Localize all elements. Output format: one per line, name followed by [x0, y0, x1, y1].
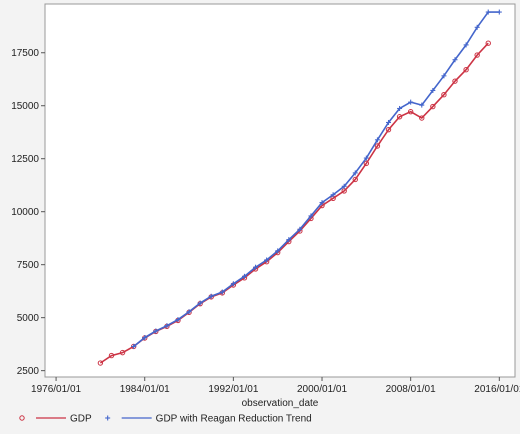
- data-point: [430, 103, 436, 110]
- y-tick-label: 7500: [17, 260, 40, 271]
- series-layer: [97, 9, 502, 366]
- x-tick-label: 2000/01/01: [297, 384, 347, 395]
- legend-marker: [19, 415, 25, 421]
- data-point: [385, 126, 392, 133]
- y-tick-label: 15000: [11, 101, 39, 112]
- data-point: [297, 226, 303, 232]
- y-tick-label: 2500: [17, 366, 40, 377]
- series-reagan-trend: [131, 9, 502, 349]
- data-point: [419, 102, 425, 108]
- y-tick-label: 10000: [11, 207, 39, 218]
- y-tick-label: 5000: [17, 313, 40, 324]
- data-point: [419, 115, 425, 121]
- data-point: [396, 114, 403, 120]
- data-point: [308, 213, 314, 219]
- data-point: [119, 349, 126, 356]
- data-point: [397, 105, 403, 111]
- data-point: [286, 237, 292, 243]
- data-point: [97, 360, 104, 366]
- data-point: [219, 289, 225, 295]
- data-point: [142, 335, 148, 341]
- legend-marker: [105, 415, 111, 421]
- x-tick-label: 2016/01/01: [474, 384, 520, 395]
- data-point: [463, 42, 469, 48]
- legend: GDP GDP with Reagan Reduction Trend: [19, 414, 312, 425]
- data-point: [341, 183, 347, 189]
- data-point: [496, 9, 502, 15]
- data-point: [363, 155, 369, 161]
- data-point: [186, 309, 192, 315]
- data-point: [386, 119, 392, 125]
- y-tick-label: 17500: [11, 48, 39, 59]
- data-point: [485, 40, 491, 46]
- data-point: [408, 99, 414, 105]
- plot-area: [44, 3, 516, 378]
- y-tick-label: 12500: [11, 154, 39, 165]
- x-tick-label: 1992/01/01: [208, 384, 258, 395]
- data-point: [264, 257, 270, 263]
- data-point: [374, 143, 381, 149]
- data-point: [452, 57, 458, 63]
- data-point: [131, 343, 137, 349]
- data-point: [275, 248, 281, 254]
- data-point: [164, 323, 170, 329]
- data-point: [352, 170, 358, 176]
- data-point: [175, 317, 181, 323]
- x-axis-title: observation_date: [242, 398, 319, 409]
- data-point: [407, 108, 414, 115]
- legend-label: GDP with Reagan Reduction Trend: [156, 414, 312, 425]
- data-point: [153, 328, 159, 334]
- data-point: [441, 73, 447, 79]
- data-point: [197, 300, 203, 306]
- data-point: [474, 24, 480, 30]
- series-line: [133, 11, 500, 348]
- data-point: [452, 78, 458, 84]
- data-point: [474, 52, 480, 58]
- legend-label: GDP: [70, 414, 92, 425]
- data-point: [253, 264, 259, 270]
- data-point: [319, 200, 325, 206]
- data-point: [241, 273, 247, 279]
- data-point: [430, 87, 436, 93]
- data-point: [208, 293, 214, 299]
- x-tick-label: 1976/01/01: [31, 384, 81, 395]
- x-tick-label: 2008/01/01: [386, 384, 436, 395]
- data-point: [441, 92, 447, 98]
- x-tick-label: 1984/01/01: [120, 384, 170, 395]
- data-point: [485, 9, 491, 15]
- data-point: [108, 352, 115, 359]
- data-point: [374, 137, 380, 143]
- data-point: [463, 66, 469, 73]
- data-point: [230, 281, 236, 287]
- x-axis: 1976/01/01 1984/01/01 1992/01/01 2000/01/01…: [31, 377, 520, 395]
- data-point: [352, 176, 358, 183]
- data-point: [330, 192, 336, 198]
- data-point: [363, 160, 370, 167]
- y-axis: 2500 5000 7500 10000 12500 15000 17500: [11, 48, 45, 377]
